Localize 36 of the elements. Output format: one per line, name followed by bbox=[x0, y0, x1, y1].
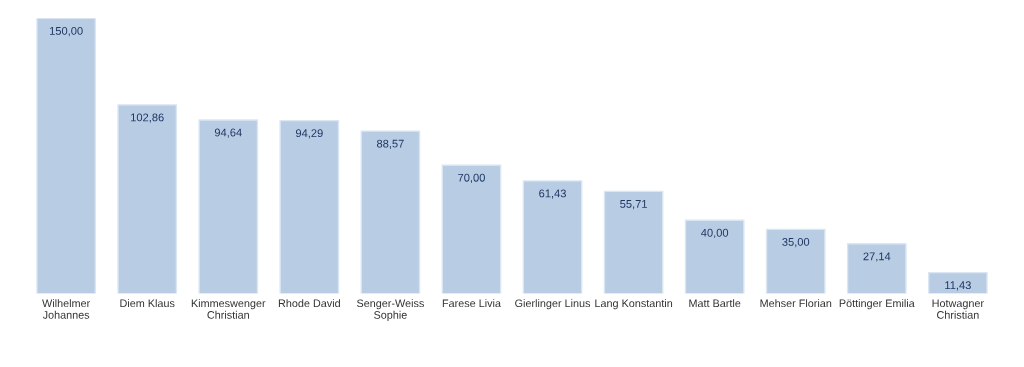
bar bbox=[117, 104, 178, 294]
bar bbox=[198, 119, 259, 294]
bar bbox=[765, 228, 826, 294]
bar bbox=[441, 164, 502, 294]
data-label: 55,71 bbox=[620, 200, 647, 210]
x-tick-label: Wilhelmer Johannes bbox=[42, 299, 91, 319]
data-label: 70,00 bbox=[458, 173, 485, 183]
bar bbox=[603, 190, 664, 294]
x-tick-label: Senger-Weiss Sophie bbox=[356, 299, 424, 321]
bar bbox=[846, 243, 907, 294]
data-label: 27,14 bbox=[863, 252, 891, 262]
bar bbox=[360, 130, 421, 294]
data-label: 102,86 bbox=[131, 113, 164, 123]
x-tick-label: Hotwagner Christian bbox=[932, 299, 984, 319]
bar bbox=[927, 271, 988, 294]
bar bbox=[36, 18, 97, 294]
x-tick-label: Matt Bartle bbox=[689, 299, 741, 308]
data-label: 150,00 bbox=[49, 26, 83, 37]
data-label: 35,00 bbox=[782, 238, 810, 248]
bar bbox=[684, 219, 745, 294]
x-tick-label: Mehser Florian bbox=[760, 299, 832, 308]
data-label: 88,57 bbox=[376, 139, 404, 149]
data-label: 94,64 bbox=[214, 128, 242, 138]
bar bbox=[522, 180, 583, 294]
x-tick-label: Kimmeswenger Christian bbox=[191, 299, 266, 319]
x-tick-label: Farese Livia bbox=[442, 299, 501, 308]
x-tick-label: Gierlinger Linus bbox=[515, 299, 591, 310]
bar bbox=[279, 119, 340, 294]
data-label: 40,00 bbox=[701, 228, 729, 239]
x-tick-label: Diem Klaus bbox=[120, 299, 175, 308]
x-tick-label: Rhode David bbox=[278, 299, 340, 308]
x-tick-label: Pöttinger Emilia bbox=[839, 299, 915, 310]
data-label: 61,43 bbox=[539, 189, 566, 199]
data-label: 11,43 bbox=[945, 281, 971, 291]
data-label: 94,29 bbox=[295, 129, 323, 139]
x-tick-label: Lang Konstantin bbox=[595, 299, 673, 310]
